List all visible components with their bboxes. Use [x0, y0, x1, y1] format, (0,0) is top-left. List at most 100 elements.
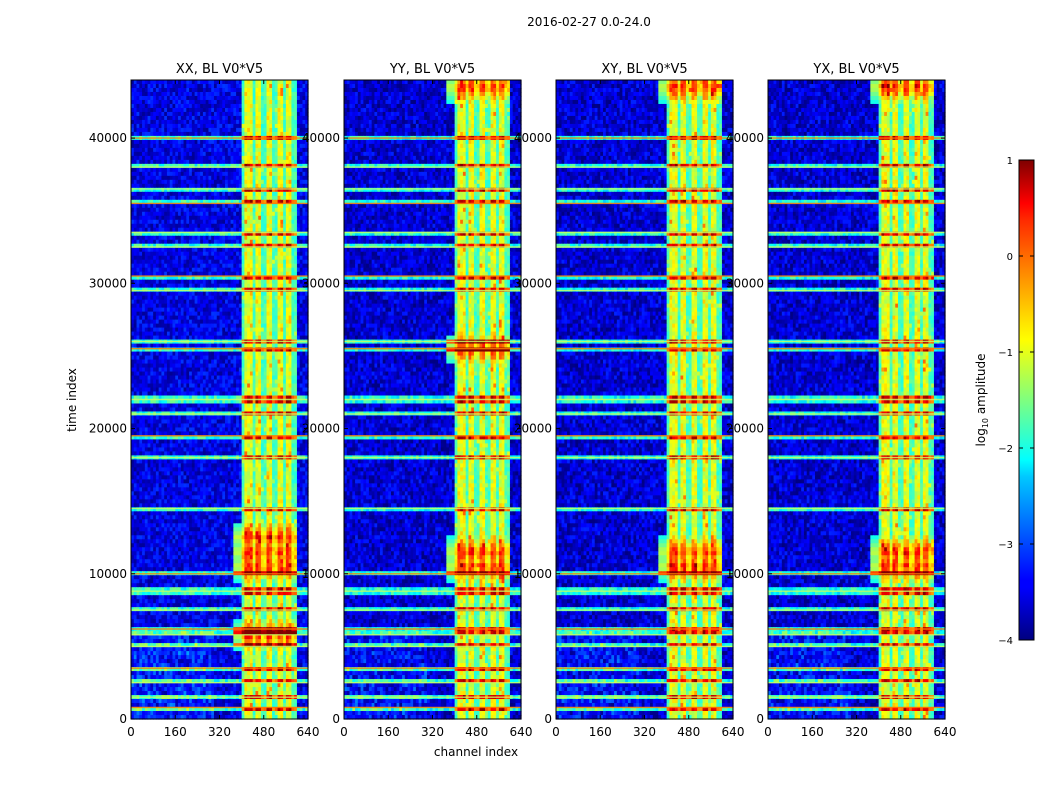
heatmap-cell: [144, 127, 149, 133]
heatmap-cell: [166, 147, 171, 153]
heatmap-cell: [186, 151, 190, 157]
heatmap-cell: [133, 219, 138, 225]
heatmap-cell: [283, 103, 287, 109]
heatmap-cell: [244, 115, 248, 121]
heatmap-cell: [189, 95, 193, 101]
heatmap-cell: [150, 83, 154, 89]
heatmap-cell: [263, 143, 268, 149]
heatmap-cell: [236, 171, 240, 177]
heatmap-cell: [205, 143, 210, 149]
heatmap-cell: [169, 175, 174, 181]
heatmap-cell: [180, 207, 185, 213]
heatmap-cell: [305, 191, 309, 197]
heatmap-cell: [288, 151, 293, 157]
heatmap-cell: [260, 147, 265, 153]
heatmap-cell: [260, 207, 265, 213]
heatmap-cell: [230, 123, 234, 129]
heatmap-cell: [305, 95, 309, 101]
heatmap-cell: [144, 195, 149, 201]
heatmap-cell: [285, 171, 290, 177]
heatmap-cell: [227, 87, 232, 93]
heatmap-cell: [194, 83, 198, 89]
heatmap-cell: [211, 163, 215, 169]
heatmap-cell: [249, 191, 254, 197]
heatmap-cell: [238, 159, 243, 165]
heatmap-cell: [291, 195, 295, 201]
heatmap-cell: [211, 187, 215, 193]
heatmap-cell: [219, 179, 223, 185]
heatmap-cell: [139, 183, 143, 189]
heatmap-cell: [269, 187, 273, 193]
heatmap-cell: [194, 179, 198, 185]
heatmap-cell: [222, 215, 226, 221]
heatmap-cell: [191, 115, 196, 121]
heatmap-cell: [191, 155, 196, 161]
heatmap-cell: [238, 80, 243, 85]
heatmap-cell: [161, 87, 165, 93]
heatmap-cell: [202, 175, 207, 181]
heatmap-cell: [211, 127, 215, 133]
heatmap-cell: [158, 147, 163, 153]
heatmap-cell: [183, 211, 187, 217]
heatmap-cell: [247, 199, 251, 205]
heatmap-cell: [272, 155, 276, 161]
heatmap-cell: [283, 179, 287, 185]
heatmap-cell: [266, 187, 270, 193]
heatmap-cell: [252, 143, 257, 149]
heatmap-cell: [241, 115, 245, 121]
heatmap-cell: [302, 171, 306, 177]
heatmap-cell: [178, 131, 182, 137]
heatmap-cell: [277, 123, 281, 129]
heatmap-cell: [183, 183, 187, 189]
heatmap-cell: [236, 187, 240, 193]
heatmap-cell: [258, 83, 262, 89]
heatmap-cell: [238, 91, 243, 97]
heatmap-cell: [191, 219, 196, 225]
heatmap-cell: [172, 103, 176, 109]
heatmap-cell: [158, 187, 163, 193]
heatmap-cell: [227, 159, 232, 165]
heatmap-cell: [150, 119, 154, 125]
heatmap-cell: [150, 183, 154, 189]
heatmap-cell: [161, 163, 165, 169]
heatmap-cell: [258, 195, 262, 201]
heatmap-cell: [166, 107, 171, 113]
heatmap-cell: [139, 83, 143, 89]
heatmap-cell: [219, 175, 223, 181]
heatmap-cell: [269, 95, 273, 101]
heatmap-cell: [194, 155, 198, 161]
heatmap-cell: [252, 207, 257, 213]
heatmap-cell: [294, 211, 298, 217]
heatmap-cell: [222, 131, 226, 137]
heatmap-cell: [288, 155, 293, 161]
heatmap-cell: [299, 163, 304, 169]
heatmap-cell: [131, 199, 135, 205]
heatmap-cell: [131, 119, 135, 125]
heatmap-cell: [280, 187, 284, 193]
heatmap-cell: [263, 207, 268, 213]
heatmap-cell: [255, 115, 259, 121]
heatmap-cell: [255, 159, 259, 165]
heatmap-cell: [147, 123, 151, 129]
heatmap-cell: [144, 91, 149, 97]
heatmap-cell: [172, 155, 176, 161]
heatmap-cell: [208, 127, 212, 133]
heatmap-cell: [172, 167, 176, 173]
heatmap-cell: [136, 151, 140, 157]
heatmap-cell: [136, 175, 140, 181]
heatmap-cell: [255, 95, 259, 101]
heatmap-cell: [299, 115, 304, 121]
heatmap-cell: [211, 199, 215, 205]
heatmap-cell: [252, 87, 257, 93]
heatmap-cell: [241, 127, 245, 133]
heatmap-cell: [288, 107, 293, 113]
heatmap-cell: [153, 207, 157, 213]
heatmap-cell: [219, 115, 223, 121]
heatmap-cell: [305, 91, 309, 97]
heatmap-cell: [288, 195, 293, 201]
heatmap-cell: [230, 99, 234, 105]
heatmap-cell: [219, 147, 223, 153]
heatmap-cell: [238, 171, 243, 177]
heatmap-cell: [158, 151, 163, 157]
heatmap-cell: [238, 95, 243, 101]
